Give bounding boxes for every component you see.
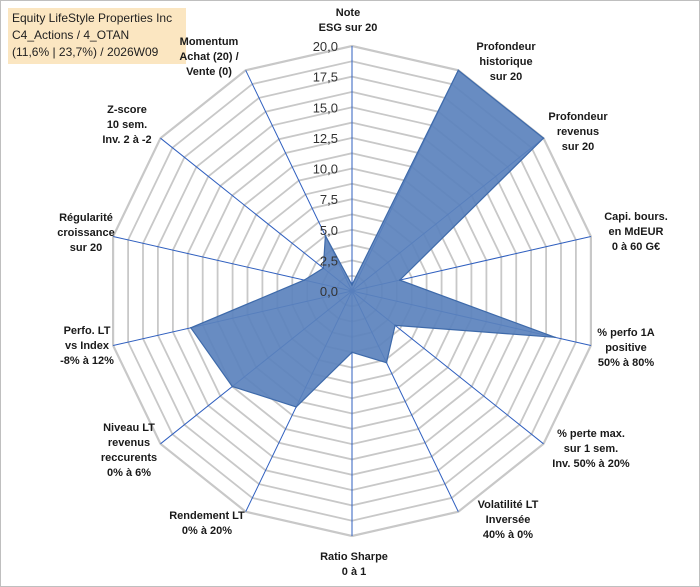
axis-label: Ratio Sharpe 0 à 1 — [320, 551, 388, 578]
axis-label-line: sur 20 — [562, 141, 594, 153]
axis-label: Rendement LT 0% à 20% — [169, 510, 245, 537]
axis-label-line: croissance — [57, 227, 114, 239]
axis-label: Régularité croissance sur 20 — [57, 212, 114, 254]
axis-label-line: Perfo. LT — [64, 325, 111, 337]
axis-label-line: 10 sem. — [107, 119, 147, 131]
radial-tick-label: 10,0 — [313, 162, 338, 177]
axis-label-line: Niveau LT — [103, 422, 155, 434]
axis-spoke — [160, 137, 353, 292]
axis-label-line: Inv. 2 à -2 — [102, 134, 151, 146]
axis-label-line: historique — [479, 56, 532, 68]
category-label: C4_Actions / 4_OTAN — [12, 28, 130, 42]
axis-label: Momentum Achat (20) / Vente (0) — [179, 36, 238, 78]
axis-label: Perfo. LT vs Index -8% à 12% — [60, 325, 114, 367]
axis-label-line: Inv. 50% à 20% — [552, 458, 630, 470]
axis-label: Niveau LT revenus reccurents 0% à 6% — [101, 422, 157, 479]
axis-label-line: -8% à 12% — [60, 355, 114, 367]
axis-label-line: % perte max. — [557, 428, 625, 440]
axis-label-line: Z-score — [107, 104, 147, 116]
data-point — [351, 284, 353, 286]
data-point — [322, 267, 325, 269]
data-point — [394, 324, 396, 327]
radial-tick-label: 0,0 — [320, 284, 338, 299]
company-name: Equity LifeStyle Properties Inc — [12, 11, 173, 25]
axis-label-line: Achat (20) / — [179, 51, 238, 63]
data-point — [190, 327, 192, 329]
axis-label-line: Rendement LT — [169, 510, 245, 522]
axis-label-line: ESG sur 20 — [319, 22, 378, 34]
axis-label-line: en MdEUR — [609, 226, 664, 238]
data-point — [399, 279, 401, 281]
axis-label: Note ESG sur 20 — [319, 7, 378, 34]
axis-label-line: 0% à 6% — [107, 467, 151, 479]
axis-label-line: 40% à 0% — [483, 529, 533, 541]
axis-label-line: 0 à 1 — [342, 566, 366, 578]
radial-tick-label: 20,0 — [313, 39, 338, 54]
chart-title-box: Equity LifeStyle Properties Inc C4_Actio… — [8, 8, 186, 64]
axis-label-line: Ratio Sharpe — [320, 551, 388, 563]
axis-label-line: positive — [605, 342, 647, 354]
radial-tick-label: 5,0 — [320, 223, 338, 238]
axis-label: % perfo 1A positive 50% à 80% — [597, 327, 655, 369]
data-point — [324, 235, 327, 237]
radial-tick-label: 12,5 — [313, 131, 338, 146]
axis-label-line: 0% à 20% — [182, 525, 232, 537]
axis-label-line: % perfo 1A — [597, 327, 655, 339]
axis-label-line: 50% à 80% — [598, 357, 654, 369]
axis-label: Volatilité LT Inversée 40% à 0% — [478, 499, 539, 541]
axis-label: Capi. bours. en MdEUR 0 à 60 G€ — [604, 211, 668, 253]
axis-label-line: Capi. bours. — [604, 211, 668, 223]
axis-label-line: vs Index — [65, 340, 110, 352]
data-point — [554, 336, 556, 339]
data-point — [303, 279, 306, 281]
axis-label-line: Profondeur — [548, 111, 608, 123]
axis-label-line: Momentum — [180, 36, 239, 48]
data-point — [295, 406, 298, 408]
radial-tick-label: 2,5 — [320, 253, 338, 268]
radial-tick-label: 15,0 — [313, 100, 338, 115]
axis-label-line: Inversée — [486, 514, 531, 526]
axis-label: Profondeur revenus sur 20 — [548, 111, 608, 153]
axis-label-line: sur 20 — [490, 71, 522, 83]
data-point — [231, 385, 234, 388]
data-point — [351, 351, 353, 354]
axis-label: Profondeur historique sur 20 — [476, 41, 536, 83]
data-point — [457, 69, 460, 72]
data-point — [542, 137, 545, 139]
axis-label: Z-score 10 sem. Inv. 2 à -2 — [102, 104, 151, 146]
axis-label-line: Volatilité LT — [478, 499, 539, 511]
axis-label-line: reccurents — [101, 452, 157, 464]
radial-tick-label: 7,5 — [320, 192, 338, 207]
axis-label-line: 0 à 60 G€ — [612, 241, 660, 253]
data-point — [385, 361, 388, 364]
axis-label-line: Profondeur — [476, 41, 536, 53]
axis-label: % perte max. sur 1 sem. Inv. 50% à 20% — [552, 428, 630, 470]
axis-label-line: Note — [336, 7, 360, 19]
period-label: (11,6% | 23,7%) / 2026W09 — [12, 45, 159, 59]
axis-label-line: Vente (0) — [186, 66, 232, 78]
axis-label-line: Régularité — [59, 212, 113, 224]
axis-label-line: revenus — [108, 437, 150, 449]
axis-label-line: sur 20 — [70, 242, 102, 254]
radial-tick-label: 17,5 — [313, 70, 338, 85]
axis-label-line: revenus — [557, 126, 599, 138]
axis-label-line: sur 1 sem. — [564, 443, 618, 455]
